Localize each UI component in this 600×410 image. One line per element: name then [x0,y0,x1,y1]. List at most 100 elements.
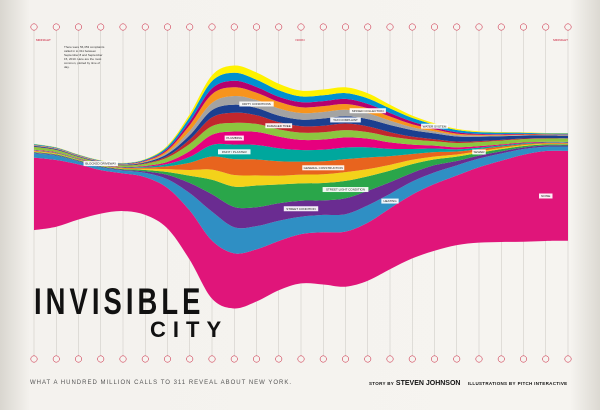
annotation-tag [322,187,369,193]
hour-marker [253,355,260,363]
hour-marker [52,355,60,363]
hour-marker [453,355,461,363]
hour-marker [208,23,216,31]
hour-marker [141,355,149,363]
annotation-label: TAXI COMPLAINT [333,118,358,122]
hour-marker [342,355,349,363]
illustrations-prefix: ILLUSTRATIONS BY [467,381,516,386]
hour-marker [475,355,483,363]
hour-marker [431,23,438,31]
hour-marker [230,355,238,363]
hour-marker [520,355,527,363]
annotation-tag [265,123,293,129]
hour-markers-top [30,23,572,31]
hour-marker [119,355,127,363]
annotation-label: WATER SYSTEM [423,124,447,128]
annotation-tag [224,135,244,141]
hour-marker [297,355,305,363]
stream-heating [34,146,568,254]
annotation-tag [283,206,319,212]
title-invisible: INVISIBLE [34,281,205,322]
annotation-tag [83,161,118,167]
hour-marker [275,23,283,31]
hour-marker [275,355,283,363]
hour-marker [230,23,238,31]
hour-marker [30,23,38,31]
hour-marker [386,23,394,31]
annotation-label: NOISE [541,194,550,198]
annotation-label: PLUMBING [226,136,242,140]
stream-paint-plaster [34,142,568,169]
midnight-left-label: MIDNIGHT [36,38,51,42]
stream-sewer [34,143,568,187]
hour-marker [119,23,127,31]
hour-marker [52,23,60,31]
hour-marker [364,355,372,363]
hour-marker [186,355,194,363]
hour-marker [564,23,572,31]
hour-marker [164,355,171,363]
hour-marker [97,355,105,363]
hour-marker [453,23,461,31]
annotation-label: DAMAGED TREE [267,124,291,128]
annotation-label: STREET CONDITION [286,207,315,211]
hour-marker [186,23,194,31]
annotation-tag [381,198,399,204]
hour-marker [253,23,260,31]
hour-marker [520,23,527,31]
story-prefix: STORY BY [369,381,395,386]
hour-marker [408,355,416,363]
hour-marker [208,355,216,363]
stream-blocked-driveway [34,122,568,168]
hour-marker [386,355,394,363]
annotation-label: DIRTY CONDITIONS [242,102,271,106]
story-author: STEVEN JOHNSON [395,380,461,387]
annotation-label: BLOCKED DRIVEWAY [85,162,116,166]
credits: STORY BY STEVEN JOHNSON ILLUSTRATIONS BY… [369,380,567,387]
stream-noise [34,150,568,309]
hour-marker [497,23,505,31]
hour-marker [319,355,327,363]
annotation-label: GENERAL CONSTRUCTION [304,166,343,170]
intro-note: There were 56,353 complaints called in t… [64,45,105,69]
hour-marker [475,23,483,31]
hour-marker [164,23,171,31]
annotation-label: STREET LIGHT CONDITION [326,188,365,192]
stream-street-condition [34,145,568,229]
hour-markers-bottom [30,355,572,363]
subtitle: WHAT A HUNDRED MILLION CALLS TO 311 REVE… [30,380,293,386]
stream-general-construction [34,142,568,176]
hour-marker [564,355,572,363]
hour-marker [30,355,38,363]
annotation-tag [302,165,345,171]
title-city: CITY [150,317,229,342]
hour-marker [542,355,550,363]
stream-layers [34,65,568,309]
illustrator: PITCH INTERACTIVE [517,381,568,386]
stream-street-light-condition [34,144,568,209]
annotation-tag [539,193,553,199]
hour-marker [342,23,349,31]
annotation-label: PAINT / PLASTER [222,150,248,154]
stream-plumbing [34,131,568,168]
annotation-label: HEATING [383,199,397,203]
hour-marker [497,355,505,363]
hour-marker [141,23,149,31]
annotation-tag [239,101,274,107]
hour-marker [542,23,550,31]
hour-marker [431,355,438,363]
hour-marker [97,23,105,31]
hour-marker [364,23,372,31]
hour-marker [319,23,327,31]
hour-marker [408,23,416,31]
annotation-tag [421,123,448,129]
hour-marker [297,23,305,31]
stream-annotations: NOISE HEATING STREET CONDITION GENERAL CONS… [83,101,553,212]
annotation-tag [218,149,251,155]
annotation-label: MISSED COLLECTION [352,109,384,113]
stream-taxi-complaint [34,104,568,166]
noon-label: NOON [296,38,305,42]
annotation-tag [349,108,386,114]
